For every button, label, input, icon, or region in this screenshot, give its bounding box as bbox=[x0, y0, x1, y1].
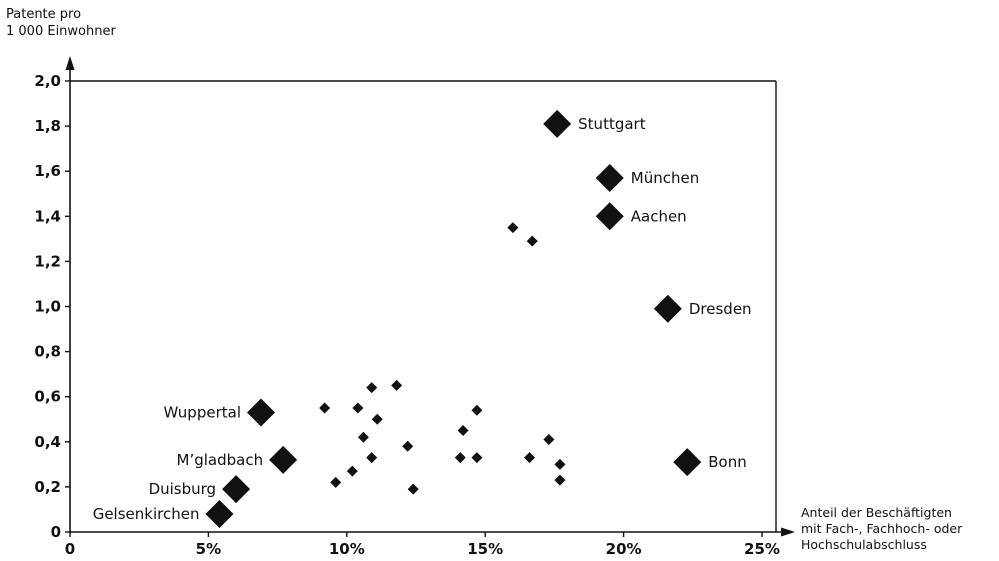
y-tick-label: 2,0 bbox=[34, 72, 61, 90]
city-label: Stuttgart bbox=[578, 115, 646, 133]
x-axis-ticks: 0 5% 10% 15% 20% 25% bbox=[65, 532, 780, 558]
data-point bbox=[554, 458, 566, 470]
data-point bbox=[543, 434, 555, 446]
city-label: Aachen bbox=[631, 207, 687, 225]
x-tick-label: 15% bbox=[467, 540, 503, 558]
data-point bbox=[371, 413, 383, 425]
city-point bbox=[595, 202, 624, 231]
city-point bbox=[269, 445, 298, 474]
data-point bbox=[402, 440, 414, 452]
city-label: Bonn bbox=[708, 453, 746, 471]
data-point bbox=[330, 476, 342, 488]
data-point bbox=[366, 452, 378, 464]
city-label: München bbox=[631, 169, 699, 187]
data-point bbox=[346, 465, 358, 477]
city-point bbox=[653, 294, 682, 323]
labeled-points: Stuttgart München Aachen Dresden Bonn Wuppert… bbox=[93, 109, 752, 528]
y-tick-label: 1,2 bbox=[34, 252, 61, 270]
city-label: Dresden bbox=[689, 300, 752, 318]
city-point bbox=[246, 398, 275, 427]
data-point bbox=[352, 402, 364, 414]
data-point bbox=[366, 382, 378, 394]
x-tick-label: 0 bbox=[65, 540, 75, 558]
x-tick-label: 10% bbox=[329, 540, 365, 558]
x-tick-label: 5% bbox=[196, 540, 221, 558]
y-axis-title: Patente pro 1 000 Einwohner bbox=[6, 7, 116, 39]
data-point bbox=[407, 483, 419, 495]
data-point bbox=[471, 404, 483, 416]
y-tick-label: 0,2 bbox=[34, 478, 61, 496]
data-point bbox=[457, 425, 469, 437]
city-point bbox=[205, 499, 234, 528]
x-axis-arrow bbox=[781, 527, 795, 537]
city-point bbox=[595, 163, 624, 192]
city-label: Duisburg bbox=[149, 480, 217, 498]
y-axis-ticks: 0 0,2 0,4 0,6 0,8 1,0 1,2 1,4 1,6 1,8 2,0 bbox=[34, 72, 70, 541]
y-tick-label: 0,4 bbox=[34, 433, 61, 451]
data-point bbox=[507, 222, 519, 234]
city-point bbox=[543, 109, 572, 138]
data-point bbox=[391, 379, 403, 391]
y-tick-label: 0 bbox=[51, 523, 61, 541]
x-tick-label: 20% bbox=[606, 540, 642, 558]
plot-frame bbox=[65, 56, 795, 537]
x-tick-label: 25% bbox=[744, 540, 780, 558]
data-point bbox=[454, 452, 466, 464]
city-point bbox=[222, 475, 251, 504]
data-point bbox=[357, 431, 369, 443]
y-tick-label: 1,4 bbox=[34, 207, 61, 225]
data-point bbox=[523, 452, 535, 464]
unlabeled-points bbox=[319, 222, 566, 495]
y-tick-label: 1,8 bbox=[34, 117, 61, 135]
y-tick-label: 0,8 bbox=[34, 343, 61, 361]
y-tick-label: 0,6 bbox=[34, 388, 61, 406]
city-point bbox=[673, 448, 702, 477]
y-axis-arrow bbox=[65, 56, 75, 70]
y-tick-label: 1,0 bbox=[34, 298, 61, 316]
city-label: M’gladbach bbox=[177, 451, 264, 469]
data-point bbox=[471, 452, 483, 464]
city-label: Gelsenkirchen bbox=[93, 505, 200, 523]
city-label: Wuppertal bbox=[164, 403, 241, 421]
x-axis-title: Anteil der Beschäftigten mit Fach-, Fach… bbox=[801, 505, 963, 552]
data-point bbox=[554, 474, 566, 486]
data-point bbox=[319, 402, 331, 414]
data-point bbox=[526, 235, 538, 247]
y-tick-label: 1,6 bbox=[34, 162, 61, 180]
